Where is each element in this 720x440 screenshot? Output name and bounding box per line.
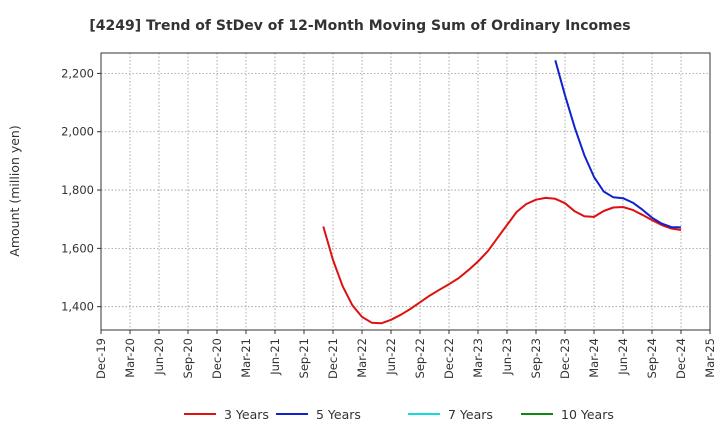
y-axis-label: Amount (million yen) [7,125,22,256]
x-tick-label: Dec-19 [94,338,108,379]
x-tick-label: Sep-20 [181,338,195,378]
x-tick-label: Mar-21 [239,338,253,378]
x-tick-label: Jun-21 [268,338,282,376]
legend: 3 Years 5 Years 7 Years 10 Years [184,407,614,422]
x-tick-label: Dec-21 [326,338,340,379]
series-line-5-years [554,60,682,229]
x-axis-ticks: Dec-19 Mar-20 Jun-20 Sep-20 Dec-20 Mar-21 Jun-… [94,330,717,379]
y-tick-label: 1,600 [61,241,94,255]
y-tick-label: 2,200 [61,66,94,80]
x-tick-label: Dec-24 [674,338,688,379]
x-tick-label: Dec-23 [558,338,572,379]
x-tick-label: Mar-23 [471,338,485,378]
legend-label-10-years: 10 Years [561,407,614,422]
x-tick-label: Jun-23 [500,338,514,376]
chart-title: [4249] Trend of StDev of 12-Month Moving… [89,18,630,34]
x-tick-label: Jun-22 [384,338,398,376]
legend-label-5-years: 5 Years [316,407,361,422]
y-axis-ticks: 1,400 1,600 1,800 2,000 2,200 [61,66,101,314]
x-tick-label: Jun-24 [616,338,630,376]
x-tick-label: Dec-20 [210,338,224,379]
x-tick-label: Sep-22 [413,338,427,378]
x-tick-label: Dec-22 [442,338,456,379]
y-tick-label: 2,000 [61,125,94,139]
x-tick-label: Mar-22 [355,338,369,378]
x-tick-label: Jun-20 [152,338,166,376]
legend-label-3-years: 3 Years [224,407,269,422]
x-tick-label: Sep-23 [529,338,543,378]
series-line-3-years [322,196,682,325]
x-tick-label: Mar-24 [587,338,601,378]
x-tick-label: Mar-20 [123,338,137,378]
y-tick-label: 1,800 [61,183,94,197]
grid [101,53,710,330]
y-tick-label: 1,400 [61,300,94,314]
x-tick-label: Sep-24 [645,338,659,378]
x-tick-label: Sep-21 [297,338,311,378]
x-tick-label: Mar-25 [703,338,717,378]
plot-frame [100,52,711,331]
series-lines [322,60,682,325]
legend-label-7-years: 7 Years [448,407,493,422]
